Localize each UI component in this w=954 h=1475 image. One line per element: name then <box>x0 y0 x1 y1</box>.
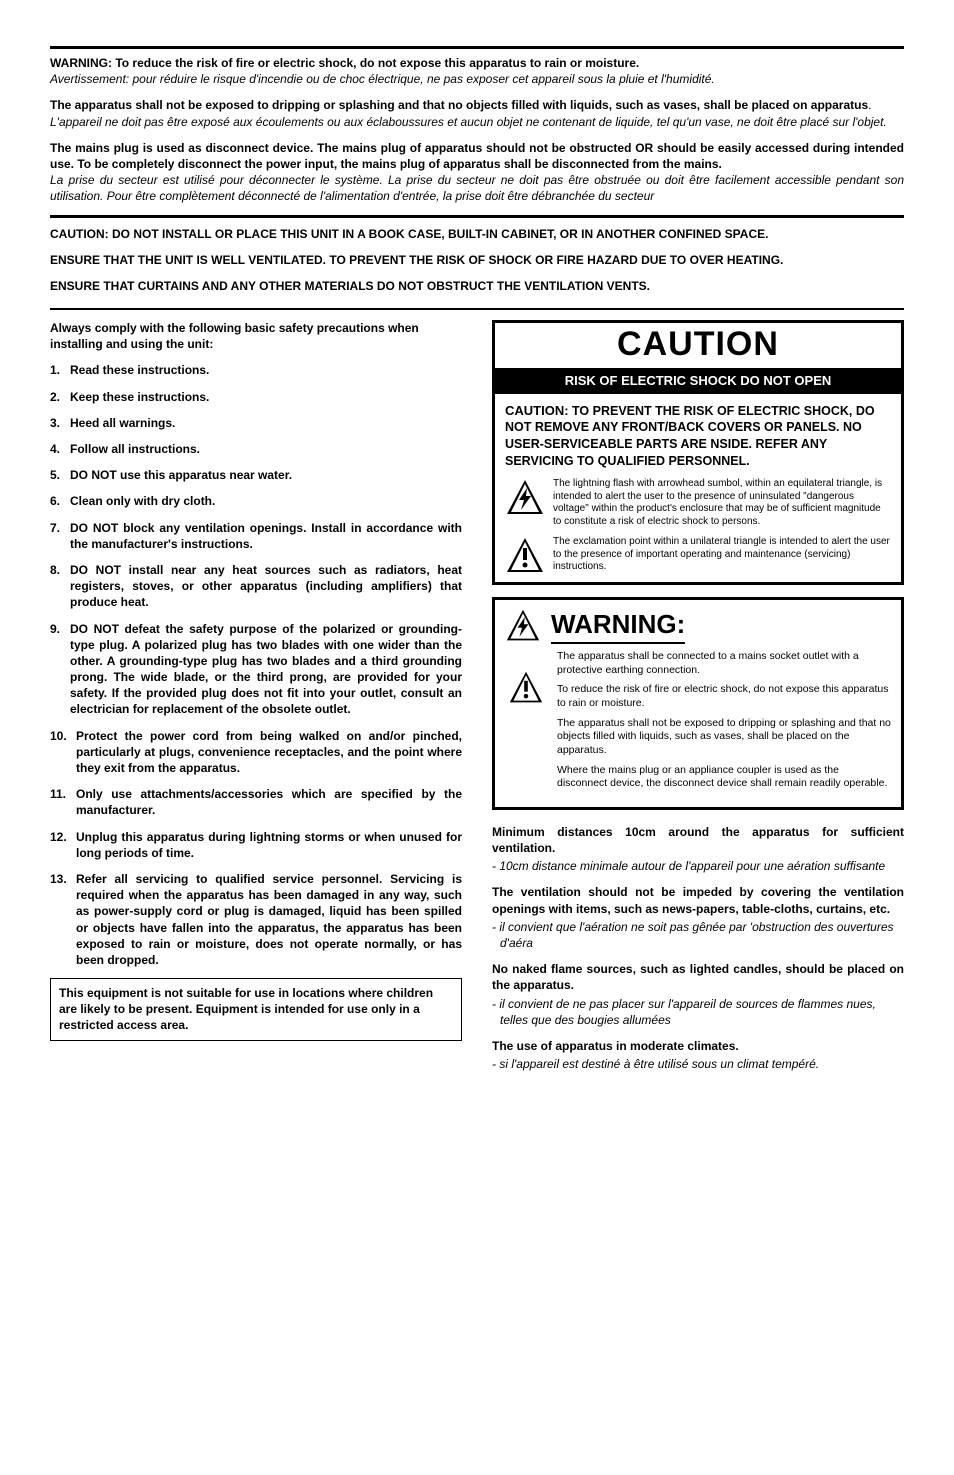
left-column: Always comply with the following basic s… <box>50 320 462 1082</box>
list-item: 13.Refer all servicing to qualified serv… <box>50 871 462 968</box>
flame-section: No naked flame sources, such as lighted … <box>492 961 904 1028</box>
warn-p2: To reduce the risk of fire or electric s… <box>557 683 891 710</box>
drip-en: The apparatus shall not be exposed to dr… <box>50 98 868 112</box>
list-item: 8.DO NOT install near any heat sources s… <box>50 562 462 611</box>
drip-fr: L'appareil ne doit pas être exposé aux é… <box>50 115 887 129</box>
list-item: 6. Clean only with dry cloth. <box>50 493 462 509</box>
vent-en: The ventilation should not be impeded by… <box>492 884 904 916</box>
climate-fr: - si l'appareil est destiné à être utili… <box>492 1056 904 1072</box>
safety-intro: Always comply with the following basic s… <box>50 320 462 352</box>
children-notice: This equipment is not suitable for use i… <box>50 978 462 1041</box>
list-item: 4.Follow all instructions. <box>50 441 462 457</box>
vent-fr: - il convient que l'aération ne soit pas… <box>492 919 904 951</box>
list-item: 2.Keep these instructions. <box>50 389 462 405</box>
caution-line2: ENSURE THAT THE UNIT IS WELL VENTILATED.… <box>50 252 904 268</box>
list-item: 11. Only use attachments/accessories whi… <box>50 786 462 818</box>
exclamation-triangle-icon <box>505 536 545 576</box>
excl-row: The exclamation point within a unilatera… <box>505 536 891 576</box>
ventilation-section: The ventilation should not be impeded by… <box>492 884 904 951</box>
climate-en: The use of apparatus in moderate climate… <box>492 1038 904 1054</box>
list-item: 12.Unplug this apparatus during lightnin… <box>50 829 462 861</box>
caution-lead-label: CAUTION: <box>505 403 569 418</box>
bolt-row: The lightning flash with arrowhead sumbo… <box>505 478 891 528</box>
plug-en: The mains plug is used as disconnect dev… <box>50 141 904 171</box>
list-item: 5.DO NOT use this apparatus near water. <box>50 467 462 483</box>
list-item: 3.Heed all warnings. <box>50 415 462 431</box>
caution-lead: CAUTION: TO PREVENT THE RISK OF ELECTRIC… <box>505 402 891 471</box>
list-item: 9.DO NOT defeat the safety purpose of th… <box>50 621 462 718</box>
lightning-triangle-icon <box>505 608 541 644</box>
caution-line3: ENSURE THAT CURTAINS AND ANY OTHER MATER… <box>50 278 904 294</box>
list-item: 7.DO NOT block any ventilation openings.… <box>50 520 462 552</box>
divider-mid1 <box>50 215 904 218</box>
min-en: Minimum distances 10cm around the appara… <box>492 824 904 856</box>
warning-box: WARNING: The apparatus shall be connecte… <box>492 597 904 810</box>
warning-title: WARNING: <box>551 609 685 644</box>
min-fr: - 10cm distance minimale autour de l'app… <box>492 858 904 874</box>
climate-section: The use of apparatus in moderate climate… <box>492 1038 904 1072</box>
caution-text-block: CAUTION: DO NOT INSTALL OR PLACE THIS UN… <box>50 226 904 295</box>
flame-fr: - il convient de ne pas placer sur l'app… <box>492 996 904 1028</box>
warning-en: WARNING: To reduce the risk of fire or e… <box>50 56 639 70</box>
exclamation-triangle-icon <box>508 670 544 706</box>
divider-top <box>50 46 904 49</box>
plug-fr: La prise du secteur est utilisé pour déc… <box>50 173 904 203</box>
warn-p3: The apparatus shall not be exposed to dr… <box>557 717 891 758</box>
bolt-text: The lightning flash with arrowhead sumbo… <box>553 478 891 528</box>
caution-title: CAUTION <box>495 323 901 368</box>
list-item: 1.Read these instructions. <box>50 362 462 378</box>
drip-block: The apparatus shall not be exposed to dr… <box>50 97 904 129</box>
list-item: 10. Protect the power cord from being wa… <box>50 728 462 777</box>
warn-p4: Where the mains plug or an appliance cou… <box>557 764 891 791</box>
warning-fr: Avertissement: pour réduire le risque d'… <box>50 72 715 86</box>
caution-bar: RISK OF ELECTRIC SHOCK DO NOT OPEN <box>495 368 901 394</box>
divider-mid2 <box>50 308 904 310</box>
flame-en: No naked flame sources, such as lighted … <box>492 961 904 993</box>
warn-p1: The apparatus shall be connected to a ma… <box>557 650 891 677</box>
caution-box: CAUTION RISK OF ELECTRIC SHOCK DO NOT OP… <box>492 320 904 585</box>
min-distance-section: Minimum distances 10cm around the appara… <box>492 824 904 875</box>
right-column: CAUTION RISK OF ELECTRIC SHOCK DO NOT OP… <box>492 320 904 1082</box>
safety-list: 1.Read these instructions. 2.Keep these … <box>50 362 462 968</box>
excl-text: The exclamation point within a unilatera… <box>553 536 891 574</box>
warning-top: WARNING: To reduce the risk of fire or e… <box>50 55 904 87</box>
lightning-triangle-icon <box>505 478 545 518</box>
plug-block: The mains plug is used as disconnect dev… <box>50 140 904 205</box>
caution-line1: CAUTION: DO NOT INSTALL OR PLACE THIS UN… <box>50 226 904 242</box>
